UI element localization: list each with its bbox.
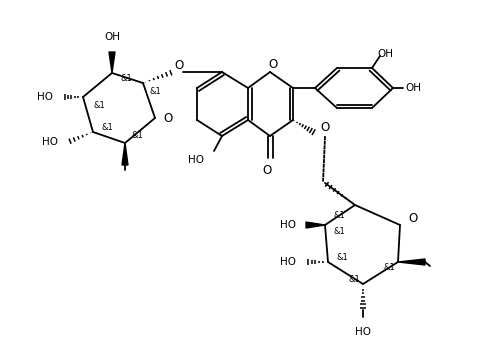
Polygon shape bbox=[398, 259, 425, 265]
Text: HO: HO bbox=[355, 327, 371, 337]
Text: &1: &1 bbox=[383, 263, 395, 272]
Text: HO: HO bbox=[42, 137, 58, 147]
Text: &1: &1 bbox=[93, 101, 105, 110]
Text: HO: HO bbox=[280, 257, 296, 267]
Text: &1: &1 bbox=[101, 122, 113, 132]
Text: &1: &1 bbox=[120, 74, 132, 83]
Text: O: O bbox=[163, 111, 172, 125]
Text: O: O bbox=[408, 212, 417, 226]
Text: &1: &1 bbox=[348, 274, 360, 283]
Polygon shape bbox=[306, 222, 325, 228]
Text: O: O bbox=[174, 59, 184, 71]
Text: HO: HO bbox=[280, 220, 296, 230]
Text: &1: &1 bbox=[333, 211, 345, 220]
Text: O: O bbox=[268, 58, 278, 70]
Text: O: O bbox=[262, 163, 272, 177]
Polygon shape bbox=[122, 143, 128, 165]
Text: OH: OH bbox=[377, 49, 393, 59]
Text: &1: &1 bbox=[336, 253, 348, 262]
Text: &1: &1 bbox=[333, 227, 345, 236]
Text: &1: &1 bbox=[131, 130, 143, 139]
Text: OH: OH bbox=[405, 83, 421, 93]
Text: HO: HO bbox=[37, 92, 53, 102]
Text: HO: HO bbox=[188, 155, 204, 165]
Text: O: O bbox=[320, 120, 329, 134]
Text: &1: &1 bbox=[149, 86, 161, 95]
Polygon shape bbox=[109, 52, 115, 73]
Text: OH: OH bbox=[104, 32, 120, 42]
